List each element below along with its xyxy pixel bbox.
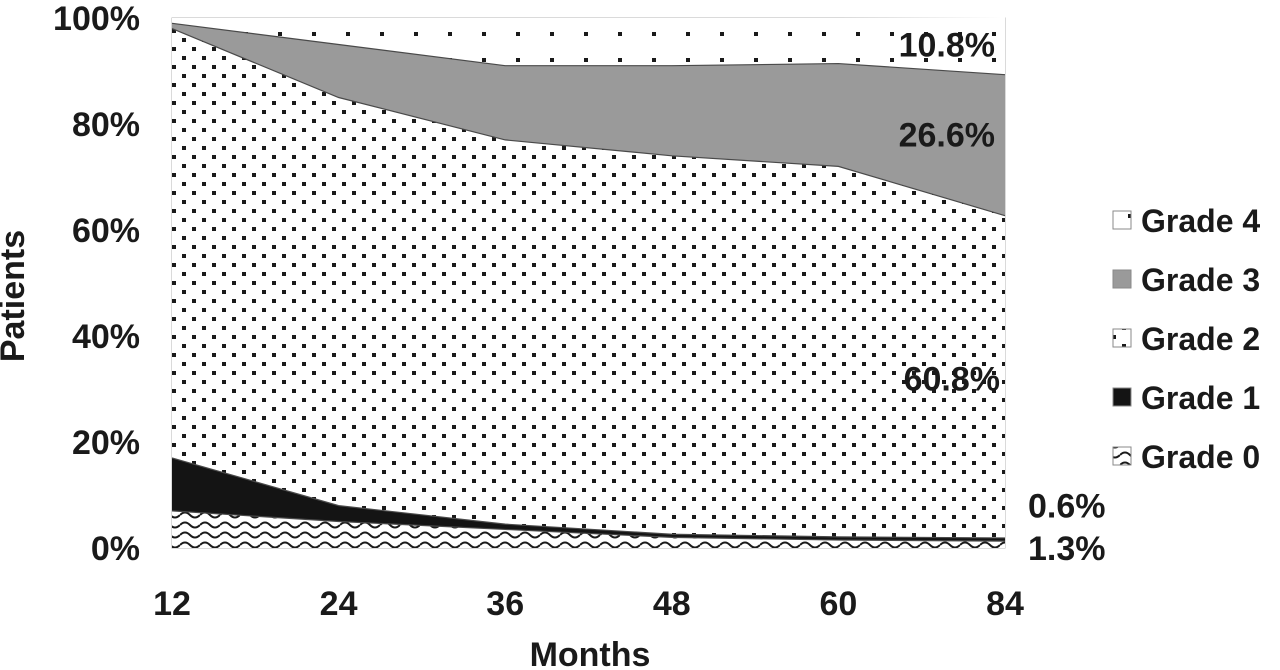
legend-swatch bbox=[1112, 210, 1132, 230]
y-tick-label: 40% bbox=[72, 318, 140, 356]
series-boundary-line bbox=[171, 457, 1006, 539]
data-label: 0.6% bbox=[1028, 488, 1106, 526]
y-tick-label: 80% bbox=[72, 106, 140, 144]
legend-label: Grade 0 bbox=[1141, 439, 1260, 475]
area-grade-1 bbox=[172, 457, 1005, 542]
x-tick-label: 84 bbox=[986, 585, 1024, 623]
legend-label: Grade 4 bbox=[1141, 203, 1260, 239]
y-tick-label: 100% bbox=[53, 0, 140, 38]
data-label: 10.8% bbox=[899, 27, 995, 65]
x-tick-label: 12 bbox=[153, 585, 191, 623]
series-boundary-line bbox=[171, 22, 1006, 76]
series-boundary-line bbox=[171, 28, 1006, 217]
legend-label: Grade 3 bbox=[1141, 262, 1260, 298]
data-annotations: 10.8% 26.6% 60.8% 0.6% 1.3% bbox=[899, 27, 1106, 569]
series-boundary-line bbox=[171, 510, 1006, 542]
legend-swatch bbox=[1112, 446, 1132, 466]
x-tick-label: 48 bbox=[653, 585, 691, 623]
area-grade-3 bbox=[172, 23, 1005, 216]
legend-swatch bbox=[1112, 328, 1132, 348]
y-tick-label: 60% bbox=[72, 212, 140, 250]
legend: Grade 4 Grade 3 Grade 2 Grade 1 Grade 0 bbox=[1112, 203, 1260, 475]
legend-label: Grade 2 bbox=[1141, 321, 1260, 357]
data-label: 26.6% bbox=[899, 117, 995, 155]
area-grade-2 bbox=[172, 28, 1005, 538]
y-tick-label: 20% bbox=[72, 424, 140, 462]
y-tick-label: 0% bbox=[91, 530, 140, 568]
legend-swatch bbox=[1112, 269, 1132, 289]
y-axis-label: Patients bbox=[0, 230, 32, 362]
legend-swatch bbox=[1112, 387, 1132, 407]
x-tick-label: 24 bbox=[320, 585, 358, 623]
x-axis-label: Months bbox=[530, 636, 651, 670]
area-grade-0 bbox=[172, 510, 1005, 548]
x-axis-ticks: 12 24 36 48 60 84 bbox=[153, 585, 1024, 623]
data-label: 1.3% bbox=[1028, 530, 1106, 568]
area-series bbox=[171, 17, 1006, 548]
legend-label: Grade 1 bbox=[1141, 380, 1260, 416]
y-axis-ticks: 0% 20% 40% 60% 80% 100% bbox=[53, 0, 140, 568]
area-grade-4 bbox=[172, 17, 1005, 75]
data-label: 60.8% bbox=[904, 360, 1000, 398]
x-tick-label: 60 bbox=[819, 585, 857, 623]
x-tick-label: 36 bbox=[486, 585, 524, 623]
